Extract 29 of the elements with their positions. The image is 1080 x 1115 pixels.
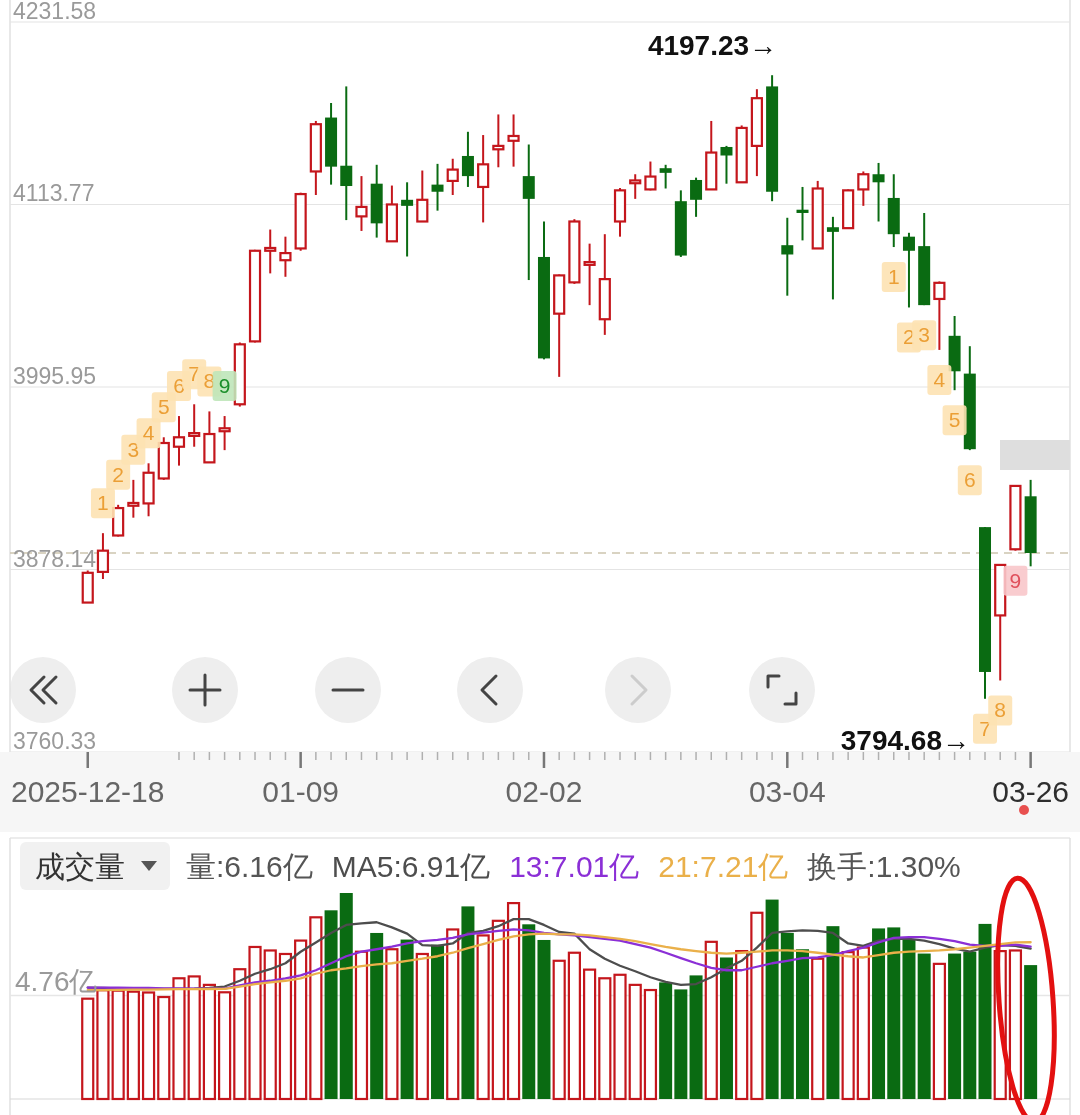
y-tick-label: 3878.14 bbox=[13, 545, 97, 572]
x-tick-label: 02-02 bbox=[505, 775, 583, 808]
sequence-label: 8 bbox=[988, 695, 1013, 726]
sequence-label: 4 bbox=[927, 364, 952, 395]
x-tick-label: 03-26 bbox=[992, 775, 1069, 808]
sequence-label: 6 bbox=[957, 465, 982, 496]
ref-line-label: 4.76亿 bbox=[15, 966, 98, 998]
sequence-label: 9 bbox=[1003, 565, 1028, 596]
sequence-label: 1 bbox=[90, 488, 115, 519]
y-tick-label: 3995.95 bbox=[13, 363, 97, 390]
x-tick-label: 01-09 bbox=[262, 775, 340, 808]
annotation: 量:6.16亿 bbox=[186, 850, 313, 883]
x-tick-label: 2025-12-18 bbox=[11, 775, 165, 808]
y-tick-label: 3760.33 bbox=[13, 728, 97, 754]
legend-item: 21:7.21亿 bbox=[658, 850, 789, 883]
x-tick-label: 03-04 bbox=[748, 775, 826, 808]
sequence-label: 1 bbox=[881, 262, 906, 293]
annotation: 3794.68→ bbox=[840, 724, 970, 756]
annotation: 4197.23→ bbox=[647, 30, 778, 62]
panel-title: 成交量 bbox=[35, 850, 125, 883]
sequence-label: 5 bbox=[942, 405, 967, 436]
sequence-label: 9 bbox=[212, 371, 237, 402]
y-tick-label: 4231.58 bbox=[13, 0, 97, 24]
legend-item: MA5:6.91亿 bbox=[331, 850, 491, 883]
annotation: 换手:1.30% bbox=[807, 850, 961, 883]
legend-item: 13:7.01亿 bbox=[509, 850, 640, 883]
sequence-label: 2 bbox=[106, 459, 131, 490]
sequence-label: 3 bbox=[912, 320, 937, 351]
y-tick-label: 4113.77 bbox=[13, 180, 95, 207]
